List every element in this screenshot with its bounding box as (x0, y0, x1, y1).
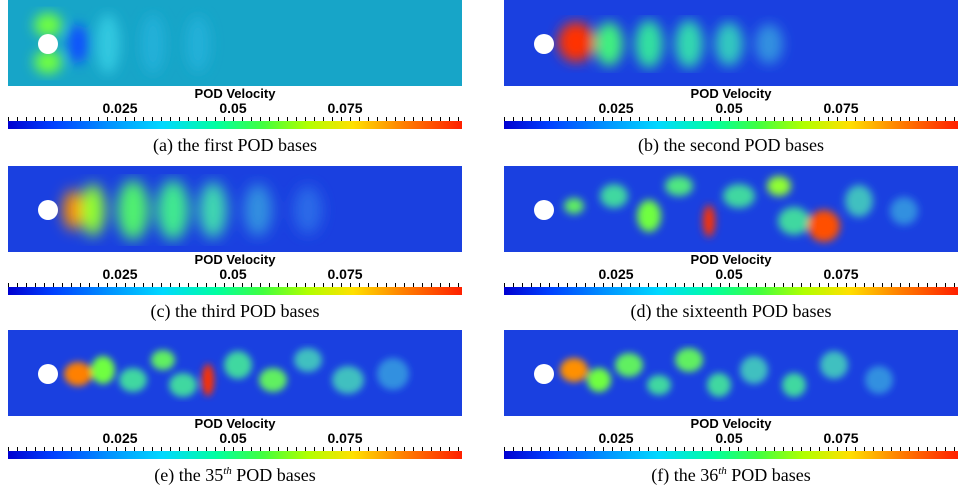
tick-label: 0.05 (219, 430, 247, 446)
panel-caption: (a) the first POD bases (153, 135, 317, 155)
colorbar (504, 287, 958, 295)
tick-label: 0.075 (327, 430, 363, 446)
velocity-field-b (504, 0, 958, 86)
colorbar-ticks (504, 447, 958, 451)
colorbar-ticks (504, 117, 958, 121)
panel-a: POD Velocity 0.025 0.05 0.075 (a) the fi… (0, 0, 462, 160)
colorbar-title: POD Velocity (690, 416, 772, 431)
colorbar-title: POD Velocity (194, 86, 276, 101)
tick-label: 0.075 (823, 100, 859, 116)
tick-label: 0.025 (102, 266, 138, 282)
tick-label: 0.075 (823, 430, 859, 446)
panel-caption: (c) the third POD bases (150, 301, 320, 321)
colorbar-ticks (504, 283, 958, 287)
colorbar (8, 451, 462, 459)
velocity-field-a (8, 0, 462, 86)
tick-label: 0.05 (219, 100, 247, 116)
panel-caption: (f) the 36th POD bases (651, 465, 811, 485)
tick-label: 0.075 (823, 266, 859, 282)
tick-label: 0.05 (715, 430, 743, 446)
tick-label: 0.05 (715, 266, 743, 282)
colorbar-ticks (8, 447, 462, 451)
colorbar-ticks (8, 117, 462, 121)
velocity-field-f (504, 330, 958, 416)
velocity-field-d (504, 166, 958, 252)
panel-b: POD Velocity 0.025 0.05 0.075 (b) the se… (496, 0, 958, 160)
panel-f: POD Velocity 0.025 0.05 0.075 (f) the 36… (496, 330, 958, 490)
tick-label: 0.075 (327, 100, 363, 116)
colorbar (8, 287, 462, 295)
panel-d: POD Velocity 0.025 0.05 0.075 (d) the si… (496, 166, 958, 326)
panel-c: POD Velocity 0.025 0.05 0.075 (c) the th… (0, 166, 462, 326)
tick-label: 0.025 (598, 100, 634, 116)
tick-label: 0.05 (219, 266, 247, 282)
colorbar (504, 121, 958, 129)
colorbar (504, 451, 958, 459)
tick-label: 0.05 (715, 100, 743, 116)
tick-label: 0.025 (598, 430, 634, 446)
velocity-field-e (8, 330, 462, 416)
colorbar-ticks (8, 283, 462, 287)
colorbar-title: POD Velocity (194, 252, 276, 267)
colorbar-title: POD Velocity (194, 416, 276, 431)
tick-label: 0.025 (102, 430, 138, 446)
tick-label: 0.025 (598, 266, 634, 282)
tick-label: 0.025 (102, 100, 138, 116)
panel-caption: (e) the 35th POD bases (154, 465, 316, 485)
colorbar-title: POD Velocity (690, 252, 772, 267)
colorbar (8, 121, 462, 129)
panel-caption: (d) the sixteenth POD bases (630, 301, 832, 321)
panel-e: POD Velocity 0.025 0.05 0.075 (e) the 35… (0, 330, 462, 490)
colorbar-title: POD Velocity (690, 86, 772, 101)
panel-caption: (b) the second POD bases (638, 135, 824, 155)
tick-label: 0.075 (327, 266, 363, 282)
velocity-field-c (8, 166, 462, 252)
